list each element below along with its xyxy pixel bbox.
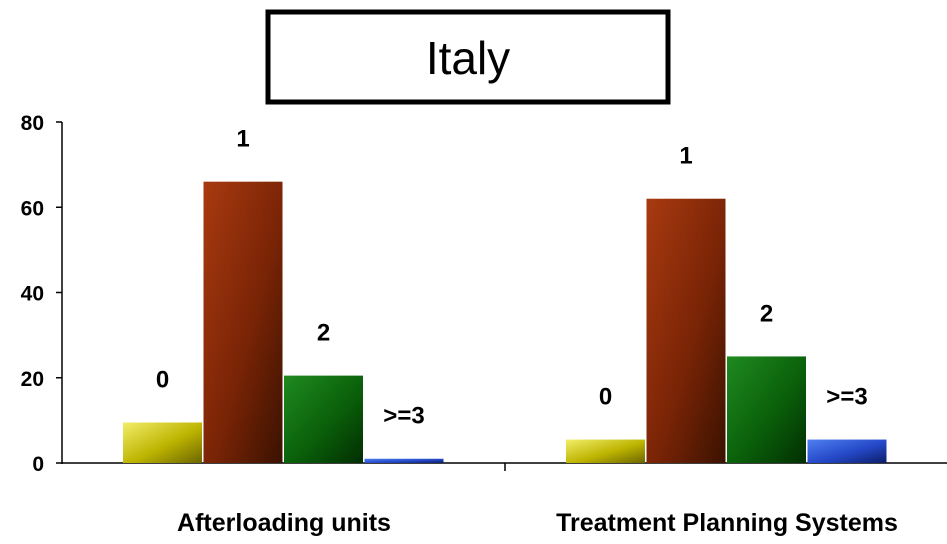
bar-series-label: 1 <box>236 126 249 153</box>
bar <box>646 198 726 463</box>
bar-series-label: >=3 <box>383 403 424 430</box>
bars <box>123 181 887 464</box>
bar <box>203 181 283 464</box>
bar <box>807 439 887 463</box>
bar <box>364 458 444 463</box>
y-tick-label: 0 <box>32 453 44 476</box>
chart-title: Italy <box>426 32 510 84</box>
bar-series-label: 0 <box>156 367 169 394</box>
bar <box>566 439 645 463</box>
category-labels: Afterloading units Treatment Planning Sys… <box>177 509 898 537</box>
title-box <box>265 9 671 105</box>
bar-series-label: 2 <box>317 320 330 347</box>
y-tick-label: 80 <box>21 112 44 135</box>
bar <box>284 375 363 463</box>
category-label: Afterloading units <box>177 509 391 537</box>
bar-series-label: 0 <box>599 384 612 411</box>
bar-series-label: 1 <box>679 143 692 170</box>
bar <box>727 356 806 463</box>
y-tick-label: 20 <box>21 368 44 391</box>
y-tick-label: 40 <box>21 283 44 306</box>
bar-series-label: >=3 <box>826 384 867 411</box>
bar-series-label: 2 <box>760 300 773 327</box>
y-tick-label: 60 <box>21 197 44 220</box>
bar-labels: 0 1 2 >=3 0 1 2 >=3 <box>156 126 868 430</box>
category-label: Treatment Planning Systems <box>556 509 898 537</box>
bar <box>123 422 202 463</box>
